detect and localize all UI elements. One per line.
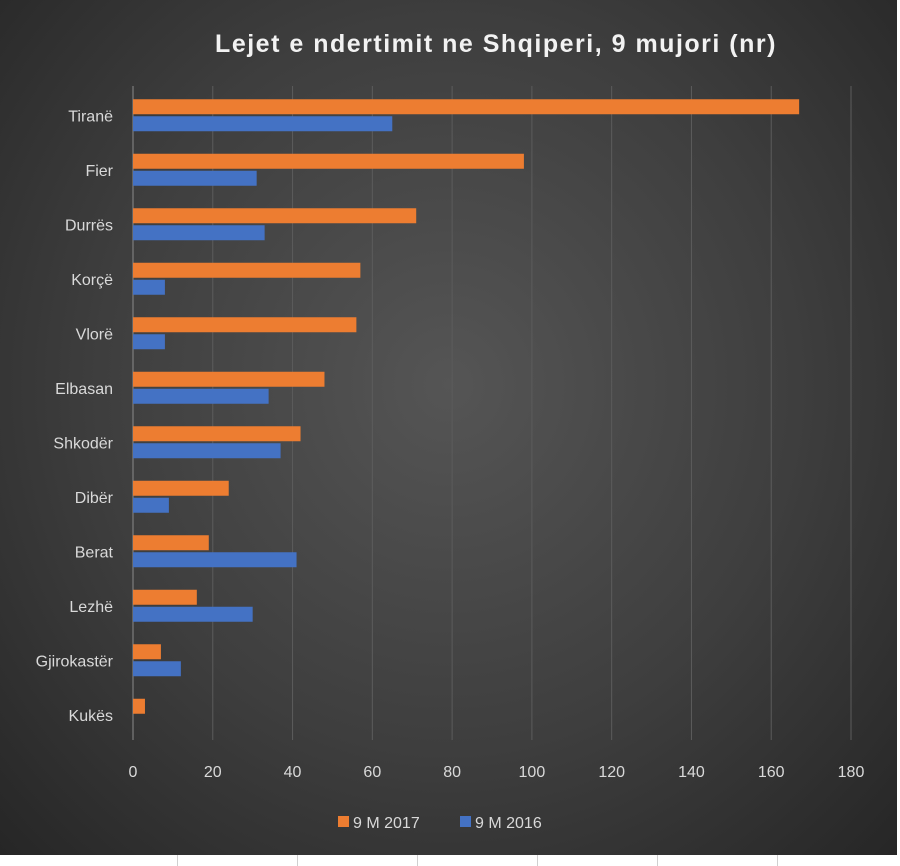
bar-9-m-2017 (133, 262, 361, 278)
x-tick-label: 40 (284, 764, 302, 781)
category-label: Berat (75, 544, 114, 561)
legend-label: 9 M 2016 (475, 815, 542, 832)
category-label: Fier (85, 163, 113, 180)
x-tick-label: 140 (678, 764, 705, 781)
bar-9-m-2017 (133, 589, 197, 605)
bar-9-m-2016 (133, 170, 257, 186)
bar-9-m-2016 (133, 606, 253, 622)
bar-9-m-2017 (133, 371, 325, 387)
x-tick-label: 160 (758, 764, 785, 781)
bar-9-m-2017 (133, 535, 209, 551)
bar-9-m-2017 (133, 317, 357, 333)
bar-9-m-2016 (133, 279, 165, 295)
bar-9-m-2016 (133, 497, 169, 513)
bar-9-m-2016 (133, 552, 297, 568)
bar-9-m-2016 (133, 116, 393, 132)
bar-9-m-2017 (133, 99, 800, 115)
bar-9-m-2016 (133, 443, 281, 459)
category-label: Tiranë (68, 108, 113, 125)
x-tick-label: 0 (129, 764, 138, 781)
category-label: Vlorë (76, 326, 113, 343)
bar-9-m-2017 (133, 426, 301, 442)
x-tick-label: 120 (598, 764, 625, 781)
x-tick-label: 100 (519, 764, 546, 781)
bar-9-m-2016 (133, 388, 269, 404)
bar-9-m-2017 (133, 208, 417, 224)
sheet-gridline (417, 855, 418, 866)
bar-9-m-2017 (133, 153, 524, 169)
legend-swatch (460, 816, 471, 827)
sheet-gridline (537, 855, 538, 866)
legend-label: 9 M 2017 (353, 815, 420, 832)
bar-9-m-2016 (133, 225, 265, 241)
sheet-gridline (657, 855, 658, 866)
sheet-gridline (297, 855, 298, 866)
x-tick-label: 20 (204, 764, 222, 781)
category-label: Elbasan (55, 381, 113, 398)
category-label: Shkodër (53, 435, 113, 452)
bar-9-m-2016 (133, 334, 165, 350)
category-label: Lezhë (69, 599, 113, 616)
bar-9-m-2017 (133, 698, 145, 714)
sheet-gridline (777, 855, 778, 866)
chart-title: Lejet e ndertimit ne Shqiperi, 9 mujori … (215, 30, 777, 58)
category-label: Durrës (65, 217, 113, 234)
bar-9-m-2017 (133, 480, 229, 496)
category-label: Kukës (69, 708, 113, 725)
category-label: Dibër (75, 490, 114, 507)
bar-9-m-2017 (133, 644, 161, 660)
x-tick-label: 80 (443, 764, 461, 781)
sheet-gridline (177, 855, 178, 866)
category-label: Gjirokastër (36, 653, 114, 670)
x-tick-label: 180 (838, 764, 865, 781)
legend-swatch (338, 816, 349, 827)
bar-9-m-2016 (133, 661, 181, 677)
x-tick-label: 60 (363, 764, 381, 781)
category-label: Korçë (71, 272, 113, 289)
